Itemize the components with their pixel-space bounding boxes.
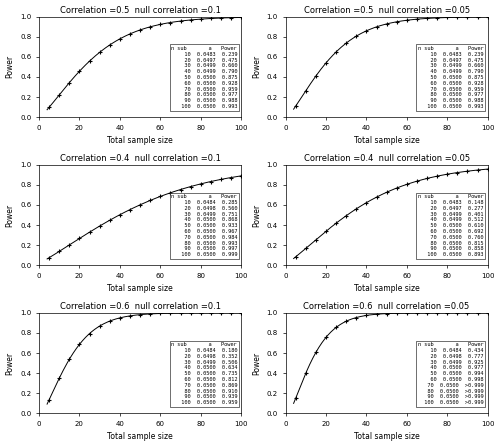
X-axis label: Total sample size: Total sample size [354,432,420,442]
X-axis label: Total sample size: Total sample size [107,432,173,442]
X-axis label: Total sample size: Total sample size [107,284,173,293]
Text: n sub       a   Power
   10  0.0483  0.239
   20  0.0497  0.475
   30  0.0499  0: n sub a Power 10 0.0483 0.239 20 0.0497 … [172,46,237,109]
X-axis label: Total sample size: Total sample size [354,136,420,145]
Title: Correlation =0.6  null correlation =0.1: Correlation =0.6 null correlation =0.1 [60,302,220,311]
X-axis label: Total sample size: Total sample size [354,284,420,293]
Text: n sub       a   Power
   10  0.0483  0.148
   20  0.0497  0.277
   30  0.0499  0: n sub a Power 10 0.0483 0.148 20 0.0497 … [418,194,484,257]
Text: n sub       a   Power
   10  0.0484  0.434
   20  0.0498  0.777
   30  0.0499  0: n sub a Power 10 0.0484 0.434 20 0.0498 … [418,342,484,405]
Y-axis label: Power: Power [6,203,15,227]
Title: Correlation =0.4  null correlation =0.05: Correlation =0.4 null correlation =0.05 [304,154,470,163]
Title: Correlation =0.4  null correlation =0.1: Correlation =0.4 null correlation =0.1 [60,154,220,163]
Title: Correlation =0.5  null correlation =0.05: Correlation =0.5 null correlation =0.05 [304,5,470,15]
Y-axis label: Power: Power [252,351,261,375]
Y-axis label: Power: Power [252,55,261,79]
Text: n sub       a   Power
   10  0.0484  0.180
   20  0.0498  0.352
   30  0.0499  0: n sub a Power 10 0.0484 0.180 20 0.0498 … [172,342,237,405]
Title: Correlation =0.6  null correlation =0.05: Correlation =0.6 null correlation =0.05 [304,302,470,311]
Title: Correlation =0.5  null correlation =0.1: Correlation =0.5 null correlation =0.1 [60,5,220,15]
Y-axis label: Power: Power [6,55,15,79]
Text: n sub       a   Power
   10  0.0483  0.239
   20  0.0497  0.475
   30  0.0499  0: n sub a Power 10 0.0483 0.239 20 0.0497 … [418,46,484,109]
Text: n sub       a   Power
   10  0.0484  0.285
   20  0.0498  0.560
   30  0.0499  0: n sub a Power 10 0.0484 0.285 20 0.0498 … [172,194,237,257]
Y-axis label: Power: Power [6,351,15,375]
X-axis label: Total sample size: Total sample size [107,136,173,145]
Y-axis label: Power: Power [252,203,261,227]
